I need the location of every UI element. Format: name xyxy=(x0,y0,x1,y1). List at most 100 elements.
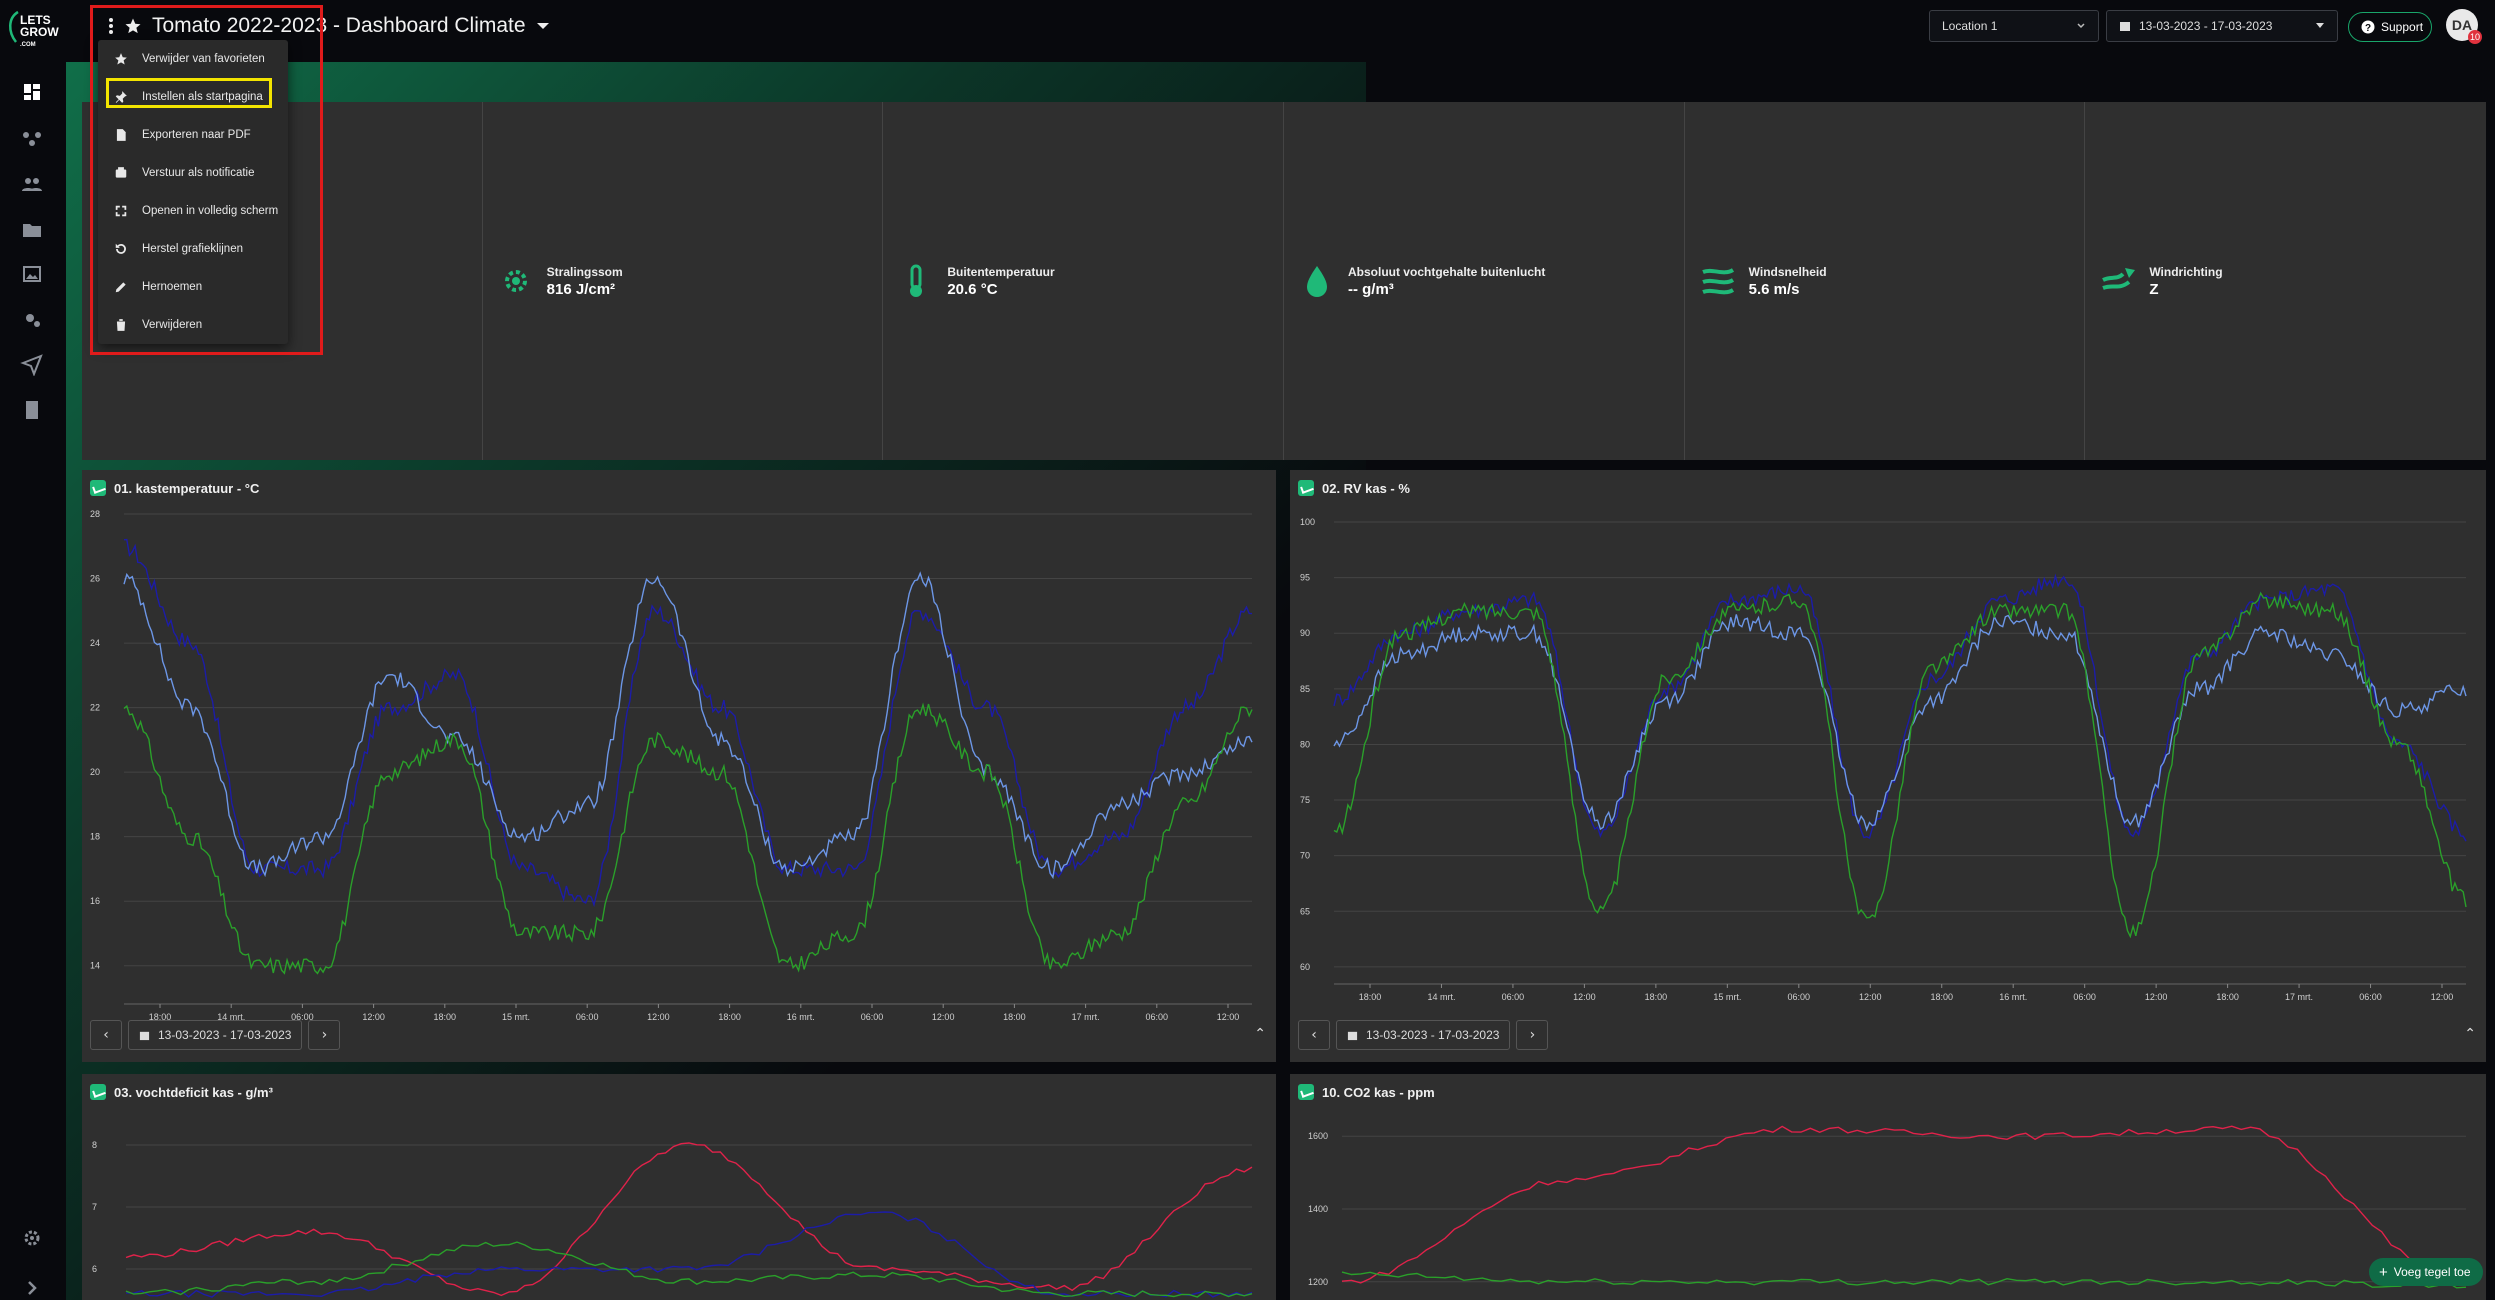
x-tick-label: 18:00 xyxy=(434,1012,457,1022)
menu-item-rename[interactable]: Hernoemen xyxy=(98,268,288,306)
avatar-initials: DA xyxy=(2451,17,2473,33)
user-avatar[interactable]: DA 10 xyxy=(2446,9,2482,44)
notification-badge: 10 xyxy=(2468,30,2482,44)
prev-period-button[interactable]: ‹ xyxy=(90,1020,122,1050)
panel-title: 10. CO2 kas - ppm xyxy=(1298,1084,1435,1100)
wind-icon xyxy=(1701,268,1734,295)
y-tick-label: 70 xyxy=(1300,851,1310,861)
expand-sidebar-icon[interactable] xyxy=(20,1276,44,1300)
x-tick-label: 12:00 xyxy=(362,1012,385,1022)
y-tick-label: 1400 xyxy=(1308,1204,1328,1214)
stat-radiation: Stralingssom 816 J/cm² xyxy=(483,102,884,460)
x-tick-label: 18:00 xyxy=(1359,992,1382,1002)
x-tick-label: 06:00 xyxy=(1502,992,1525,1002)
panel-date-button[interactable]: 13-03-2023 - 17-03-2023 xyxy=(1336,1020,1511,1050)
stat-value: 816 J/cm² xyxy=(546,280,616,298)
stat-value: Z xyxy=(2149,280,2159,298)
logo-text-com: .COM xyxy=(20,42,36,48)
analysis-icon[interactable] xyxy=(20,308,44,332)
panel-footer: ‹ 13-03-2023 - 17-03-2023 › xyxy=(1298,1020,1549,1050)
add-tile-button[interactable]: + Voeg tegel toe xyxy=(2369,1258,2483,1286)
y-tick-label: 26 xyxy=(90,574,100,584)
send-icon[interactable] xyxy=(20,352,44,377)
title-dropdown-icon[interactable] xyxy=(536,21,550,31)
chart-tile-icon xyxy=(90,480,106,496)
settings-gear-icon[interactable] xyxy=(20,1226,44,1250)
date-range-select[interactable]: 13-03-2023 - 17-03-2023 xyxy=(2106,10,2338,42)
menu-item-remove-favorite[interactable]: Verwijder van favorieten xyxy=(98,40,288,78)
weather-stats-panel: Stralingssom 816 J/cm² Buitentemperatuur 2… xyxy=(82,102,2486,460)
menu-item-restore-lines[interactable]: Herstel grafieklijnen xyxy=(98,230,288,268)
menu-item-label: Herstel grafieklijnen xyxy=(142,243,243,255)
help-icon: ? xyxy=(2361,20,2375,34)
stat-empty xyxy=(82,102,483,460)
x-tick-label: 18:00 xyxy=(2216,992,2239,1002)
dashboard-icon[interactable] xyxy=(20,80,44,104)
y-tick-label: 28 xyxy=(90,509,100,519)
panel-title-text: 02. RV kas - % xyxy=(1322,480,1410,496)
chevron-down-icon xyxy=(2077,23,2085,29)
star-icon xyxy=(115,53,127,65)
menu-item-delete[interactable]: Verwijderen xyxy=(98,306,288,344)
stat-wind-direction: Windrichting Z xyxy=(2085,102,2486,460)
stat-outside-temp: Buitentemperatuur 20.6 °C xyxy=(883,102,1284,460)
favorite-star-icon[interactable] xyxy=(124,17,142,35)
prev-period-button[interactable]: ‹ xyxy=(1298,1020,1330,1050)
x-tick-label: 12:00 xyxy=(932,1012,955,1022)
menu-item-label: Exporteren naar PDF xyxy=(142,129,251,141)
x-tick-label: 06:00 xyxy=(576,1012,599,1022)
y-tick-label: 65 xyxy=(1300,906,1310,916)
water-drop-icon xyxy=(1306,266,1327,297)
x-tick-label: 14 mrt. xyxy=(217,1012,245,1022)
highlight-yellow-box xyxy=(106,78,272,108)
stat-label: Stralingssom xyxy=(546,264,623,279)
co2-chart[interactable]: 1200 1400 1600 xyxy=(1290,1074,2486,1300)
pencil-icon xyxy=(115,282,126,293)
series-line xyxy=(1341,1125,2467,1285)
pin-icon xyxy=(115,91,127,103)
series-line xyxy=(125,1142,1253,1297)
trash-icon xyxy=(116,319,126,331)
add-tile-label: Voeg tegel toe xyxy=(2393,1265,2471,1279)
menu-item-export-pdf[interactable]: Exporteren naar PDF xyxy=(98,116,288,154)
support-button[interactable]: ? Support xyxy=(2348,12,2432,42)
calendar-icon xyxy=(139,1031,150,1040)
wind-direction-icon xyxy=(2102,268,2136,290)
x-tick-label: 17 mrt. xyxy=(1072,1012,1100,1022)
x-tick-label: 18:00 xyxy=(1003,1012,1026,1022)
next-period-button[interactable]: › xyxy=(308,1020,341,1050)
next-period-button[interactable]: › xyxy=(1516,1020,1549,1050)
panel-date-button[interactable]: 13-03-2023 - 17-03-2023 xyxy=(128,1020,303,1050)
menu-item-send-notification[interactable]: Verstuur als notificatie xyxy=(98,154,288,192)
deficit-chart[interactable]: 6 7 8 xyxy=(82,1074,1276,1300)
temperature-chart[interactable]: 14 16 18 20 22 24 26 28 18:00 14 mrt. 06:00 12:00 18… xyxy=(82,470,1276,1030)
collapse-chevron-icon[interactable]: ⌃ xyxy=(2464,1026,2476,1042)
menu-item-fullscreen[interactable]: Openen in volledig scherm xyxy=(98,192,288,230)
series-line xyxy=(123,571,1253,880)
y-tick-label: 95 xyxy=(1300,573,1310,583)
building-icon[interactable] xyxy=(20,398,44,422)
x-tick-label: 15 mrt. xyxy=(502,1012,530,1022)
series-line xyxy=(1341,1271,2467,1289)
image-icon[interactable] xyxy=(20,262,44,286)
network-icon[interactable] xyxy=(20,126,44,150)
panel-title-text: 01. kastemperatuur - °C xyxy=(114,480,260,496)
menu-item-set-startpage[interactable]: Instellen als startpagina xyxy=(98,78,288,116)
letsgrow-logo[interactable]: LETS GROW .COM xyxy=(6,10,66,52)
kebab-menu-icon[interactable] xyxy=(108,17,114,35)
collapse-chevron-icon[interactable]: ⌃ xyxy=(1254,1026,1266,1042)
dashboard-titlebar: Tomato 2022-2023 - Dashboard Climate xyxy=(108,10,550,42)
folder-icon[interactable] xyxy=(20,218,44,242)
chart-tile-icon xyxy=(1298,1084,1314,1100)
x-tick-label: 06:00 xyxy=(1146,1012,1169,1022)
users-icon[interactable] xyxy=(20,172,44,196)
y-tick-label: 60 xyxy=(1300,962,1310,972)
caret-down-icon xyxy=(2316,23,2324,28)
location-select[interactable]: Location 1 xyxy=(1929,10,2099,42)
humidity-chart[interactable]: 60 65 70 75 80 85 90 95 100 18:00 14 mrt. 06:00 12:0… xyxy=(1290,470,2486,1030)
y-tick-label: 24 xyxy=(90,638,100,648)
series-line xyxy=(125,1241,1253,1298)
x-tick-label: 12:00 xyxy=(2145,992,2168,1002)
y-tick-label: 1200 xyxy=(1308,1277,1328,1287)
menu-item-label: Verwijder van favorieten xyxy=(142,53,265,65)
